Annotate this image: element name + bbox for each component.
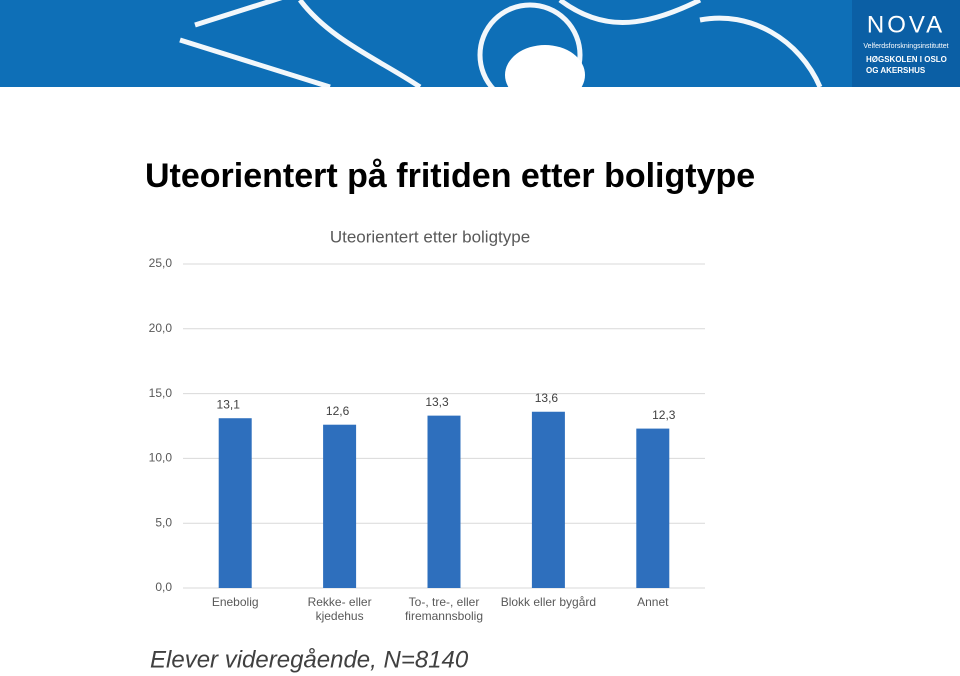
data-label: 13,1	[217, 397, 241, 411]
logo-name: NOVA	[867, 11, 945, 38]
y-tick-label: 0,0	[155, 580, 172, 594]
logo-school: OG AKERSHUS	[866, 66, 926, 75]
bar	[323, 424, 357, 588]
bar	[427, 415, 461, 588]
chart-title: Uteorientert etter boligtype	[330, 227, 530, 246]
footnote: Elever videregående, N=8140	[150, 646, 469, 673]
logo-school: HØGSKOLEN I OSLO	[866, 55, 947, 64]
data-label: 13,6	[535, 391, 559, 405]
logo-institute: Velferdsforskningsinstituttet	[863, 43, 948, 50]
data-label: 12,6	[326, 404, 350, 418]
header-decoration	[179, 0, 823, 108]
bar	[531, 411, 565, 588]
x-tick-label: Enebolig	[211, 595, 259, 609]
data-label: 12,3	[652, 408, 676, 422]
y-tick-label: 15,0	[149, 386, 173, 400]
y-tick-label: 25,0	[149, 256, 173, 270]
x-tick-label: Blokk eller bygård	[500, 595, 597, 609]
data-label: 13,3	[425, 395, 449, 409]
header-shape	[505, 45, 585, 105]
y-tick-label: 5,0	[155, 515, 172, 529]
x-tick-label: Annet	[637, 595, 669, 609]
slide-title: Uteorientert på fritiden etter boligtype	[145, 157, 755, 195]
y-tick-label: 10,0	[149, 451, 173, 465]
logo-box	[852, 0, 960, 87]
y-tick-label: 20,0	[149, 321, 173, 335]
x-tick-label: Rekke- eller kjedehus	[307, 595, 372, 623]
bar	[636, 428, 670, 588]
x-tick-label: To-, tre-, eller firemannsbolig	[404, 595, 484, 623]
bar	[218, 418, 252, 588]
